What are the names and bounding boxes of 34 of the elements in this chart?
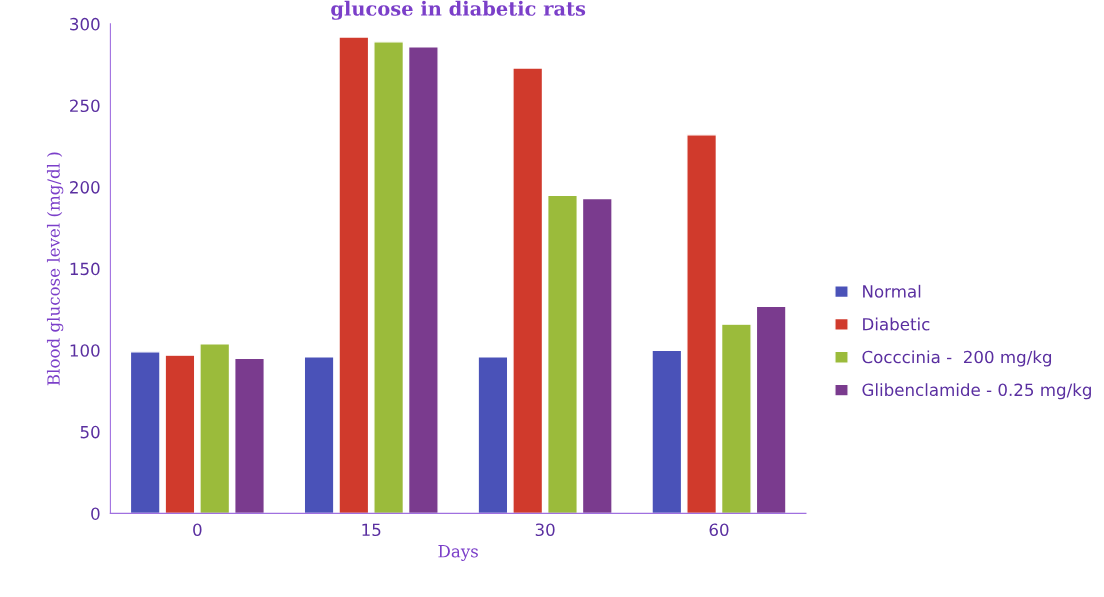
y-tick-label: 100: [70, 344, 100, 357]
legend-label: Normal: [863, 284, 921, 298]
bar: [547, 194, 578, 514]
bar: [234, 357, 265, 514]
bar: [720, 323, 752, 514]
x-tick-label: 30: [535, 523, 555, 537]
x-axis-title: Days: [438, 545, 478, 561]
y-tick-label: 200: [70, 181, 100, 194]
bar: [477, 356, 509, 514]
chart-title: glucose in diabetic rats: [331, 0, 586, 20]
bar: [129, 351, 161, 514]
y-axis-title: Blood glucose level (mg/dl ): [46, 152, 64, 386]
bar: [303, 356, 335, 514]
bar: [755, 305, 787, 514]
bar: [164, 354, 196, 514]
bar: [373, 41, 405, 514]
bar: [407, 46, 439, 514]
bar: [581, 197, 613, 514]
y-tick-label: 250: [70, 99, 100, 113]
y-tick-label: 150: [70, 262, 100, 276]
legend-label: Cocccinia - 200 mg/kg: [862, 350, 1052, 367]
x-tick-label: 0: [193, 523, 202, 537]
y-tick-label: 300: [70, 17, 100, 31]
x-tick-label: 15: [362, 523, 381, 537]
y-tick-label: 0: [91, 507, 100, 520]
bar: [199, 343, 231, 514]
legend-label: Diabetic: [863, 317, 930, 331]
bar: [338, 36, 370, 514]
bar: [651, 349, 683, 514]
y-tick-label: 50: [80, 425, 100, 439]
bar: [686, 134, 718, 514]
bar: [512, 67, 544, 514]
x-tick-label: 60: [709, 523, 729, 537]
legend-label: Glibenclamide - 0.25 mg/kg: [862, 383, 1091, 400]
